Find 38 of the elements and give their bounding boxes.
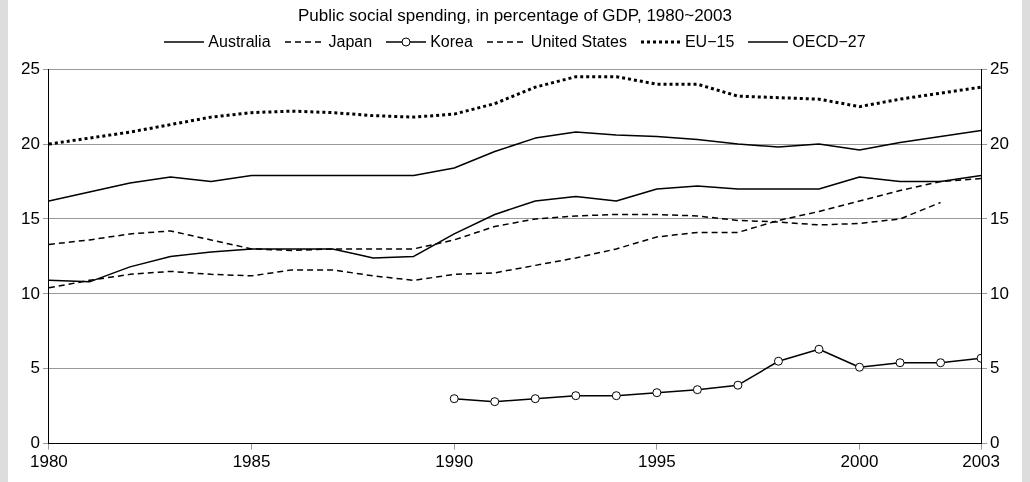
point	[895, 358, 905, 368]
point	[692, 385, 702, 395]
chart-title: Public social spending, in percentage of GDP, 1980~2003	[297, 5, 733, 27]
legend-label: Australia	[208, 33, 271, 51]
y-tick-label: 25	[20, 58, 40, 78]
y-tick-label: 20	[20, 133, 40, 153]
x-tick-label: 2000	[840, 452, 879, 472]
point	[936, 358, 946, 368]
y-tick-label: 5	[30, 358, 40, 378]
y-tick-label: 0	[30, 433, 40, 453]
y2-tick-label: 20	[990, 133, 1010, 153]
legend-label: OECD−27	[792, 33, 866, 51]
x-tick-label: 2003	[962, 452, 1000, 472]
point	[571, 391, 581, 401]
y2-tick-label: 10	[990, 283, 1010, 303]
x-tick-label: 1990	[435, 452, 474, 472]
point	[530, 394, 540, 404]
y2-tick-label: 15	[990, 208, 1010, 228]
y2-tick-label: 5	[990, 358, 1000, 378]
point	[611, 391, 621, 401]
legend-label: United States	[530, 33, 627, 51]
point	[733, 380, 743, 390]
point	[773, 356, 783, 366]
y2-tick-label: 0	[990, 433, 1000, 453]
legend-label: Japan	[328, 33, 373, 51]
point	[814, 344, 824, 354]
x-tick-label: 1980	[30, 452, 68, 472]
point	[490, 397, 500, 407]
y-tick-label: 15	[20, 208, 40, 228]
legend-label: EU−15	[684, 33, 735, 51]
y-tick-label: 10	[20, 283, 40, 303]
point	[449, 394, 459, 404]
x-tick-label: 1985	[232, 452, 271, 472]
y2-tick-label: 25	[990, 58, 1010, 78]
legend-label: Korea	[430, 33, 473, 51]
x-tick-label: 1995	[637, 452, 676, 472]
point	[855, 362, 864, 372]
point	[652, 388, 662, 398]
